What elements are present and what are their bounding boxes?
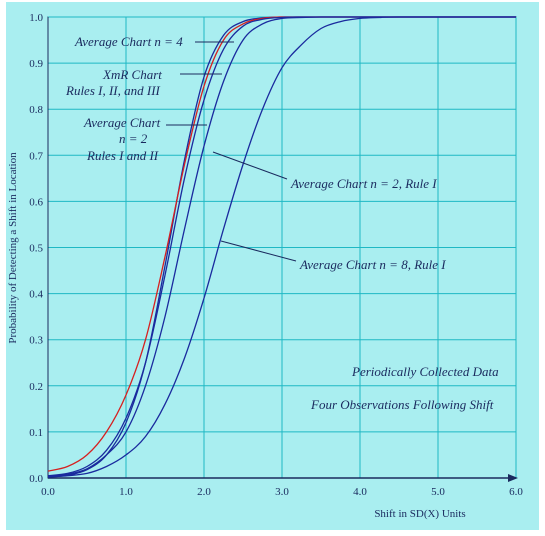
leader-avg-n8-r1 bbox=[220, 240, 297, 262]
grid bbox=[47, 16, 517, 479]
note-periodically-collected: Periodically Collected Data bbox=[351, 364, 499, 379]
y-tick-label: 0.6 bbox=[29, 196, 43, 208]
x-axis-label: Shift in SD(X) Units bbox=[374, 508, 465, 520]
annotation-avg-n8-r1: Average Chart n = 8, Rule I bbox=[299, 257, 446, 272]
y-tick-label: 0.7 bbox=[29, 150, 43, 162]
series-lines bbox=[47, 16, 516, 478]
y-tick-label: 0.9 bbox=[29, 58, 43, 70]
note-four-observations: Four Observations Following Shift bbox=[310, 397, 494, 412]
annotation-avg-n2-r12-line3: Rules I and II bbox=[86, 148, 159, 163]
y-tick-label: 0.0 bbox=[29, 473, 43, 485]
y-tick-label: 0.2 bbox=[29, 381, 43, 393]
series-line-5 bbox=[47, 16, 516, 478]
y-axis-label: Probability of Detecting a Shift in Loca… bbox=[7, 152, 19, 344]
x-tick-label: 6.0 bbox=[509, 486, 523, 498]
series-line-4 bbox=[47, 16, 516, 478]
tick-labels: 0.0 1.0 2.0 3.0 4.0 5.0 6.0 0.0 0.1 0.2 0.3 0.4 0.5 0… bbox=[29, 12, 523, 498]
x-axis-arrow bbox=[508, 474, 518, 482]
annotation-avg-n2-r12-line2: n = 2 bbox=[119, 131, 148, 146]
y-tick-label: 0.4 bbox=[29, 289, 43, 301]
y-tick-label: 0.3 bbox=[29, 335, 43, 347]
y-tick-label: 0.5 bbox=[29, 243, 43, 255]
annotation-xmr-line1: XmR Chart bbox=[102, 67, 162, 82]
annotation-avg-n2-r1: Average Chart n = 2, Rule I bbox=[290, 176, 437, 191]
leader-avg-n2-r1 bbox=[212, 151, 288, 180]
x-tick-label: 3.0 bbox=[275, 486, 289, 498]
y-tick-label: 1.0 bbox=[29, 12, 43, 24]
x-tick-label: 0.0 bbox=[41, 486, 55, 498]
y-tick-label: 0.8 bbox=[29, 104, 43, 116]
x-tick-label: 5.0 bbox=[431, 486, 445, 498]
x-tick-label: 2.0 bbox=[197, 486, 211, 498]
x-tick-label: 4.0 bbox=[353, 486, 367, 498]
x-tick-label: 1.0 bbox=[119, 486, 133, 498]
annotation-xmr-line2: Rules I, II, and III bbox=[65, 83, 161, 98]
annotation-avg-n4: Average Chart n = 4 bbox=[74, 34, 183, 49]
y-tick-label: 0.1 bbox=[29, 427, 43, 439]
annotation-avg-n2-r12-line1: Average Chart bbox=[83, 115, 161, 130]
